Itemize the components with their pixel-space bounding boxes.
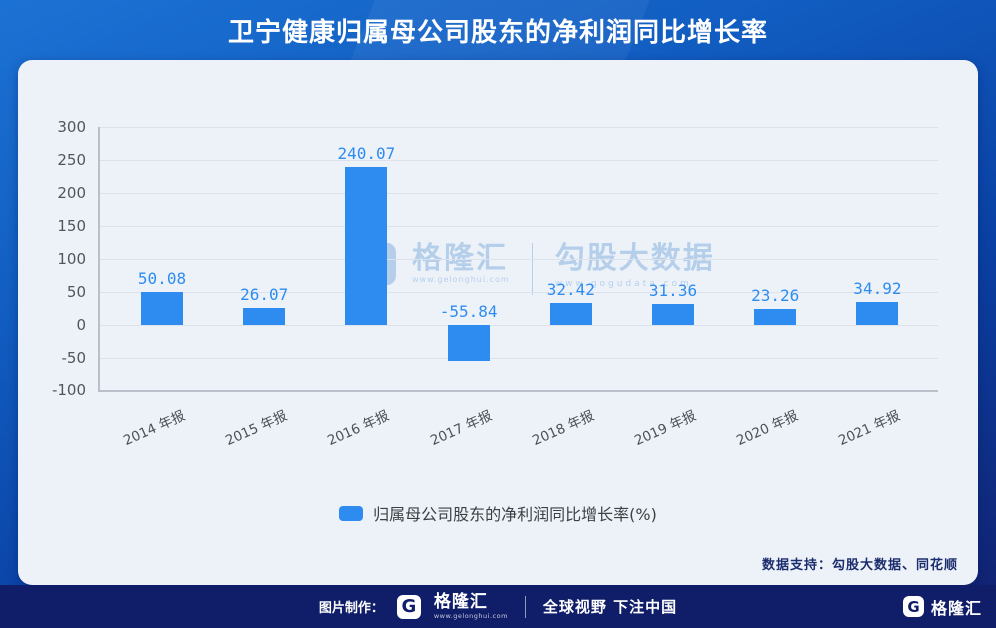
- y-axis-tick-label: 0: [76, 315, 86, 334]
- bar-value-label: 34.92: [853, 278, 902, 298]
- y-axis-tick-label: 50: [66, 282, 86, 301]
- watermark-brand-block: 格隆汇 www.gelonghui.com: [412, 243, 510, 285]
- bar-2014-年报[interactable]: [141, 291, 183, 325]
- watermark-brand-url: www.gelonghui.com: [412, 275, 510, 284]
- y-axis-tick-label: 100: [57, 249, 86, 268]
- x-axis-category-label: 2014 年报: [121, 408, 188, 450]
- y-axis-tick-label: 250: [57, 151, 86, 170]
- bar-value-label: 32.42: [546, 280, 595, 300]
- gridline: [98, 193, 938, 195]
- footer-brand-url: www.gelonghui.com: [433, 611, 508, 620]
- x-axis-category-label: 2020 年报: [734, 408, 801, 450]
- bar-2016-年报[interactable]: [345, 166, 388, 325]
- footer-brand-block: 格隆汇 www.gelonghui.com: [433, 591, 508, 620]
- bar-value-label: 23.26: [751, 286, 800, 306]
- chart-card: G 格隆汇 www.gelonghui.com 勾股大数据 www.goguda…: [18, 60, 978, 585]
- gridline: [98, 127, 938, 129]
- gridline: [98, 160, 938, 162]
- bar-2019-年报[interactable]: [652, 304, 694, 325]
- footer-right-brand-name: 格隆汇: [930, 598, 982, 618]
- bar-2017-年报[interactable]: [447, 324, 490, 362]
- footer-made-by-label: 图片制作：: [318, 601, 384, 616]
- gridline: [98, 324, 938, 326]
- gelonghui-logo-icon: G: [396, 594, 421, 619]
- x-axis-category-label: 2018 年报: [529, 408, 597, 450]
- bar-value-label: 26.07: [240, 284, 289, 304]
- gelonghui-logo-icon: G: [902, 596, 924, 617]
- bar-value-label: 240.07: [337, 143, 396, 163]
- gridline: [98, 226, 938, 228]
- gridline: [98, 258, 938, 260]
- chart-legend[interactable]: 归属母公司股东的净利润同比增长率(%): [18, 501, 978, 525]
- y-axis-tick-label: -50: [61, 348, 87, 367]
- footer-brand-name: 格隆汇: [433, 591, 488, 612]
- page-title: 卫宁健康归属母公司股东的净利润同比增长率: [227, 17, 768, 48]
- bar-value-label: -55.84: [439, 301, 498, 321]
- x-axis-category-label: 2019 年报: [632, 408, 699, 450]
- bar-2018-年报[interactable]: [549, 303, 592, 325]
- bar-2021-年报[interactable]: [856, 301, 899, 325]
- x-axis-line: [98, 390, 938, 392]
- bar-2015-年报[interactable]: [243, 307, 286, 325]
- footer-slogan: 全球视野 下注中国: [542, 598, 678, 616]
- y-axis-tick-label: 150: [57, 217, 86, 236]
- x-axis-category-label: 2016 年报: [325, 408, 392, 450]
- y-axis-tick-label: 300: [57, 118, 86, 137]
- bar-value-label: 31.36: [648, 281, 698, 301]
- footer-divider: [524, 595, 526, 618]
- y-axis-tick-label: -100: [51, 381, 86, 400]
- footer-bar: 图片制作： G 格隆汇 www.gelonghui.com 全球视野 下注中国 …: [0, 585, 996, 628]
- bar-2020-年报[interactable]: [754, 309, 797, 325]
- legend-label: 归属母公司股东的净利润同比增长率(%): [373, 505, 657, 524]
- legend-swatch: [339, 505, 364, 521]
- gridline: [98, 357, 938, 359]
- x-axis-category-label: 2021 年报: [836, 408, 903, 450]
- chart-header: 卫宁健康归属母公司股东的净利润同比增长率: [0, 0, 996, 60]
- y-axis-tick-label: 200: [57, 184, 86, 203]
- bar-value-label: 50.08: [137, 268, 187, 288]
- gridline: [98, 291, 938, 293]
- watermark-divider: [531, 243, 533, 295]
- y-axis-line: [98, 127, 100, 391]
- footer-right-brand-block: G 格隆汇: [902, 585, 982, 628]
- x-axis-category-label: 2015 年报: [223, 408, 290, 450]
- x-axis-category-label: 2017 年报: [427, 408, 495, 450]
- data-support-note: 数据支持：勾股大数据、同花顺: [761, 558, 958, 573]
